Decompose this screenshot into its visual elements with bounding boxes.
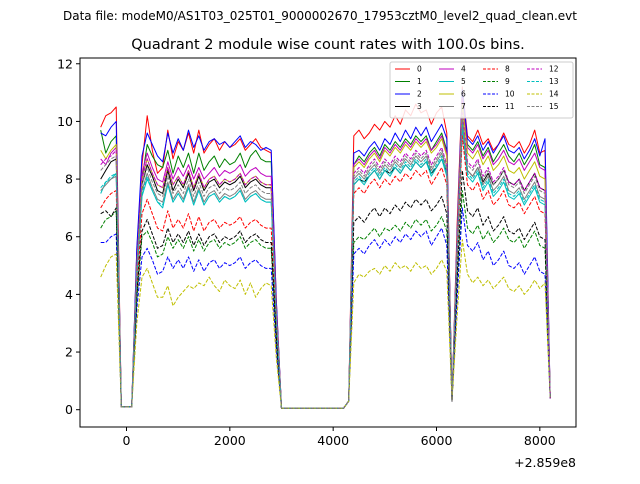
series-line-1 [100, 92, 551, 409]
legend-label-4: 4 [461, 65, 466, 74]
legend-label-8: 8 [505, 65, 510, 74]
y-tick-label: 10 [57, 114, 73, 129]
x-tick-label: 0 [123, 433, 131, 448]
legend-label-14: 14 [549, 90, 559, 99]
legend-label-15: 15 [549, 102, 559, 111]
series-layer [100, 86, 551, 409]
legend-label-10: 10 [505, 90, 515, 99]
series-line-14 [100, 239, 551, 409]
legend-label-6: 6 [461, 90, 466, 99]
x-tick-label: 2000 [214, 433, 246, 448]
y-tick-label: 12 [57, 56, 73, 71]
y-tick-label: 8 [65, 172, 73, 187]
legend-label-0: 0 [417, 65, 422, 74]
y-tick-label: 0 [65, 402, 73, 417]
legend-label-3: 3 [417, 102, 422, 111]
legend-label-7: 7 [461, 102, 466, 111]
legend-label-1: 1 [417, 77, 422, 86]
figure-suptitle: Data file: modeM0/AS1T03_025T01_90000026… [63, 9, 577, 23]
series-line-12 [100, 112, 551, 409]
y-tick-label: 2 [65, 345, 73, 360]
series-line-15 [100, 115, 551, 409]
x-tick-label: 4000 [317, 433, 349, 448]
legend-label-9: 9 [505, 77, 510, 86]
plot-frame [79, 57, 577, 428]
legend-label-5: 5 [461, 77, 466, 86]
y-tick-label: 4 [65, 287, 73, 302]
x-tick-label: 6000 [421, 433, 453, 448]
series-line-13 [100, 123, 551, 409]
legend-label-13: 13 [549, 77, 559, 86]
legend-label-11: 11 [505, 102, 515, 111]
chart-title: Quadrant 2 module wise count rates with … [131, 37, 525, 53]
legend-label-12: 12 [549, 65, 559, 74]
series-line-9 [100, 190, 551, 409]
x-offset-label: +2.859e8 [514, 455, 576, 470]
y-tick-label: 6 [65, 229, 73, 244]
x-tick-label: 8000 [524, 433, 556, 448]
legend-label-2: 2 [417, 90, 422, 99]
series-line-11 [100, 169, 551, 409]
series-line-2 [100, 89, 551, 409]
legend-box [389, 61, 574, 119]
